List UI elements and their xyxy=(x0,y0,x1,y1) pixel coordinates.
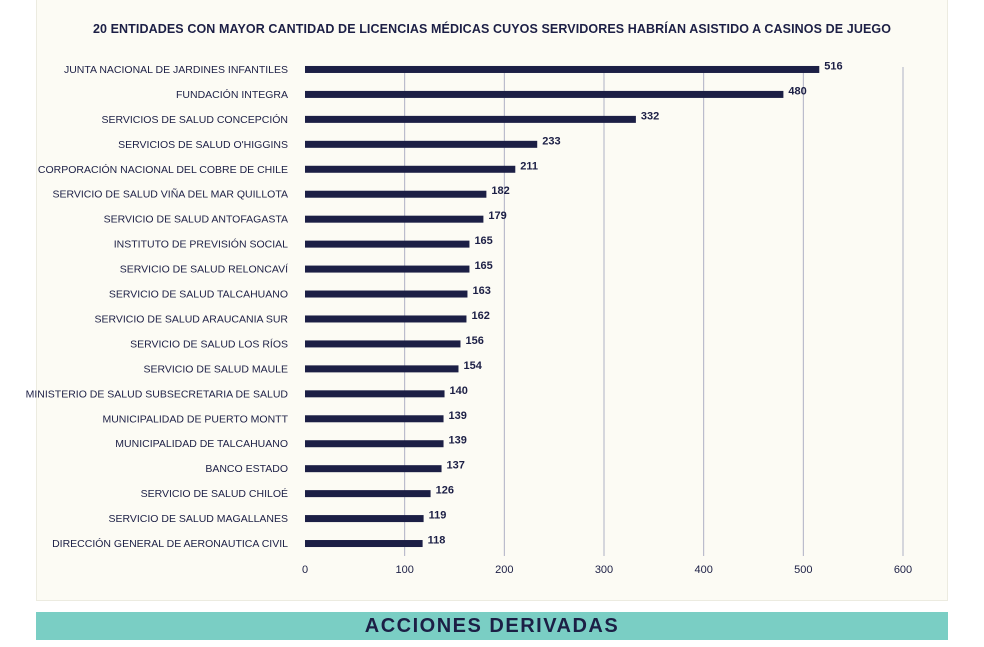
bar xyxy=(305,440,444,448)
bar xyxy=(305,465,442,473)
bar xyxy=(305,365,459,373)
value-label: 139 xyxy=(449,410,467,422)
bar xyxy=(305,415,444,423)
category-label: JUNTA NACIONAL DE JARDINES INFANTILES xyxy=(64,64,288,76)
value-label: 156 xyxy=(465,335,483,347)
value-label: 165 xyxy=(474,235,492,247)
category-label: SERVICIO DE SALUD MAGALLANES xyxy=(108,513,288,525)
value-label: 162 xyxy=(471,310,489,322)
value-label: 118 xyxy=(428,535,446,547)
bar xyxy=(305,540,423,548)
category-label: SERVICIO DE SALUD VIÑA DEL MAR QUILLOTA xyxy=(52,188,288,201)
category-label: SERVICIO DE SALUD ARAUCANIA SUR xyxy=(94,313,288,325)
value-label: 182 xyxy=(491,185,509,197)
bar xyxy=(305,190,487,198)
category-label: CORPORACIÓN NACIONAL DEL COBRE DE CHILE xyxy=(38,163,288,176)
value-label: 163 xyxy=(472,285,490,297)
bar xyxy=(305,115,636,123)
category-label: SERVICIO DE SALUD LOS RÍOS xyxy=(130,337,288,350)
bar xyxy=(305,490,431,498)
category-label: MUNICIPALIDAD DE TALCAHUANO xyxy=(115,438,288,450)
category-label: SERVICIO DE SALUD ANTOFAGASTA xyxy=(104,214,288,226)
x-tick-label: 200 xyxy=(495,564,513,576)
value-label: 119 xyxy=(429,510,447,522)
bar xyxy=(305,340,461,348)
value-label: 154 xyxy=(463,360,482,372)
x-tick-label: 400 xyxy=(694,564,712,576)
bar xyxy=(305,165,516,173)
bar xyxy=(305,290,468,298)
category-label: INSTITUTO DE PREVISIÓN SOCIAL xyxy=(114,238,288,251)
value-label: 211 xyxy=(520,160,538,172)
bar xyxy=(305,315,467,323)
category-label: SERVICIO DE SALUD CHILOÉ xyxy=(141,487,288,500)
bar xyxy=(305,390,445,398)
value-label: 137 xyxy=(447,460,465,472)
chart-panel xyxy=(36,0,948,601)
category-label: SERVICIOS DE SALUD O'HIGGINS xyxy=(118,139,288,151)
bar xyxy=(305,65,820,73)
value-label: 480 xyxy=(788,85,806,97)
bar xyxy=(305,90,784,98)
value-label: 332 xyxy=(641,110,659,122)
bar-chart: 0 100 200 300 400 500 600 JUNTA NACIONAL DE JAR… xyxy=(26,60,913,576)
bar xyxy=(305,265,470,273)
value-label: 179 xyxy=(488,210,506,222)
value-label: 516 xyxy=(824,60,842,72)
value-label: 126 xyxy=(436,485,454,497)
bar xyxy=(305,140,538,148)
value-label: 165 xyxy=(474,260,492,272)
category-label: SERVICIOS DE SALUD CONCEPCIÓN xyxy=(101,113,288,126)
value-label: 139 xyxy=(449,435,467,447)
category-label: SERVICIO DE SALUD TALCAHUANO xyxy=(109,289,288,301)
bar xyxy=(305,515,424,523)
category-label: SERVICIO DE SALUD MAULE xyxy=(143,363,288,375)
x-tick-label: 600 xyxy=(894,564,912,576)
category-label: MINISTERIO DE SALUD SUBSECRETARIA DE SAL… xyxy=(26,388,289,400)
x-tick-label: 100 xyxy=(395,564,413,576)
category-label: FUNDACIÓN INTEGRA xyxy=(176,88,288,101)
category-label: MUNICIPALIDAD DE PUERTO MONTT xyxy=(102,413,288,425)
category-label: SERVICIO DE SALUD RELONCAVÍ xyxy=(120,263,288,276)
bar xyxy=(305,240,470,248)
category-label: DIRECCIÓN GENERAL DE AERONAUTICA CIVIL xyxy=(52,537,288,550)
x-tick-label: 0 xyxy=(302,564,308,576)
value-label: 233 xyxy=(542,135,560,147)
value-label: 140 xyxy=(450,385,468,397)
category-label: BANCO ESTADO xyxy=(205,463,288,475)
x-tick-label: 500 xyxy=(794,564,812,576)
x-tick-label: 300 xyxy=(595,564,613,576)
actions-banner-title: ACCIONES DERIVADAS xyxy=(364,614,620,637)
chart-title: 20 ENTIDADES CON MAYOR CANTIDAD DE LICEN… xyxy=(92,22,892,36)
bar xyxy=(305,215,484,223)
actions-banner: ACCIONES DERIVADAS xyxy=(36,612,948,640)
